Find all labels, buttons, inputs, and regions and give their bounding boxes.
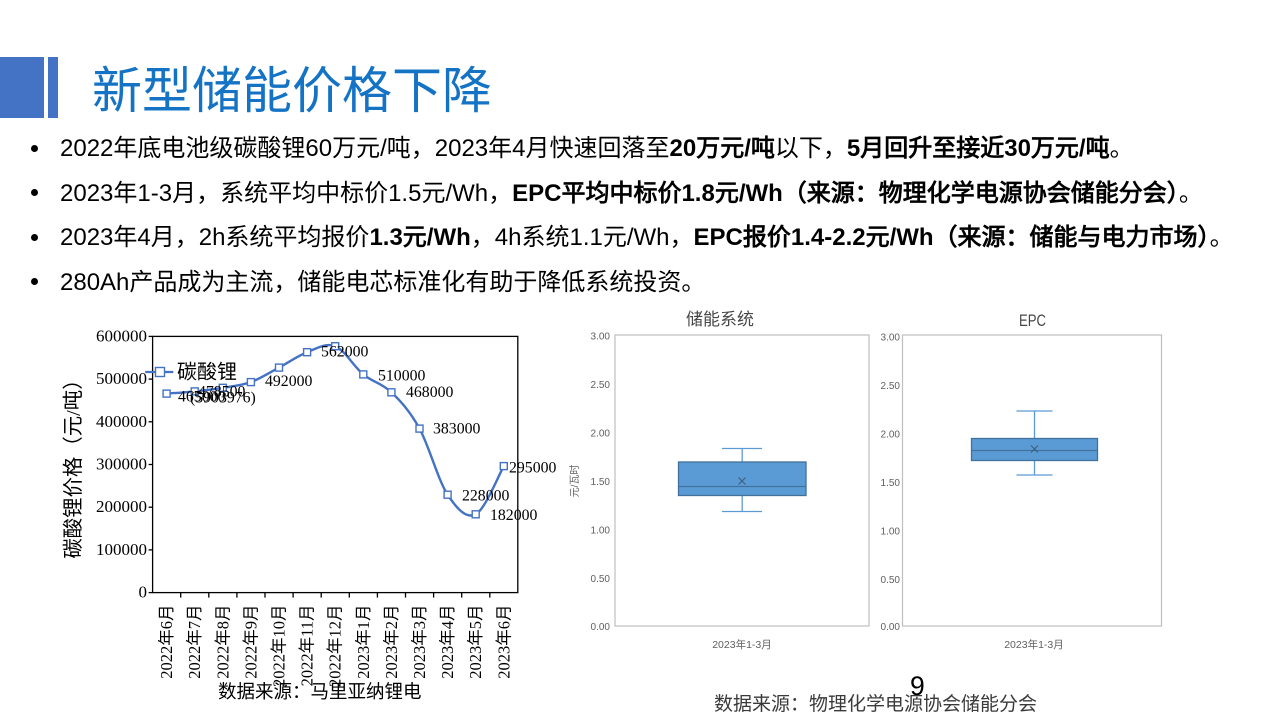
svg-text:碳酸锂价格（元/吨）: 碳酸锂价格（元/吨） [62,369,85,558]
svg-text:0.00: 0.00 [591,622,611,633]
svg-text:2023年1-3月: 2023年1-3月 [1004,638,1064,651]
svg-text:3.00: 3.00 [591,332,611,343]
svg-text:元/瓦时: 元/瓦时 [569,465,581,498]
svg-text:2.00: 2.00 [881,430,901,441]
svg-text:1.00: 1.00 [881,527,901,538]
svg-text:500000: 500000 [96,369,147,388]
svg-text:2023年1月: 2023年1月 [354,605,373,679]
svg-text:465000: 465000 [178,389,225,406]
svg-text:300000: 300000 [96,455,147,474]
svg-text:2022年10月: 2022年10月 [270,605,289,688]
svg-text:295000: 295000 [509,460,556,477]
svg-text:储能系统: 储能系统 [686,310,754,329]
svg-text:2023年4月: 2023年4月 [438,605,457,679]
svg-text:1.50: 1.50 [881,478,901,489]
svg-text:0: 0 [139,583,148,602]
svg-text:2022年11月: 2022年11月 [298,605,317,687]
svg-text:100000: 100000 [96,540,147,559]
svg-text:2022年12月: 2022年12月 [326,605,345,688]
svg-text:468000: 468000 [406,384,453,401]
svg-text:2022年6月: 2022年6月 [157,605,176,679]
svg-text:2.50: 2.50 [591,380,611,391]
svg-text:2.50: 2.50 [881,381,901,392]
svg-text:1.50: 1.50 [591,477,611,488]
svg-text:3.00: 3.00 [881,333,901,344]
svg-text:EPC: EPC [1019,311,1046,330]
svg-text:2022年8月: 2022年8月 [213,605,232,679]
svg-text:2023年3月: 2023年3月 [410,605,429,679]
svg-text:(5903976): (5903976) [190,390,256,407]
svg-text:碳酸锂: 碳酸锂 [177,361,237,384]
svg-text:2023年2月: 2023年2月 [382,605,401,679]
svg-text:562000: 562000 [321,344,368,361]
svg-text:478500: 478500 [198,384,245,401]
svg-text:0.00: 0.00 [881,622,901,633]
svg-text:0.50: 0.50 [591,574,611,585]
svg-text:182000: 182000 [490,507,537,524]
svg-text:200000: 200000 [96,497,147,516]
svg-text:228000: 228000 [462,488,509,505]
svg-text:2022年7月: 2022年7月 [185,605,204,679]
svg-text:2023年5月: 2023年5月 [466,605,485,679]
svg-text:383000: 383000 [433,421,480,438]
svg-text:492000: 492000 [265,373,312,390]
svg-text:600000: 600000 [96,326,147,345]
svg-text:0.50: 0.50 [881,575,901,586]
svg-text:2022年9月: 2022年9月 [241,605,260,679]
svg-text:2023年6月: 2023年6月 [494,605,513,679]
svg-text:400000: 400000 [96,412,147,431]
svg-text:1.00: 1.00 [591,526,611,537]
svg-text:2.00: 2.00 [591,429,611,440]
svg-text:510000: 510000 [378,368,425,385]
svg-text:2023年1-3月: 2023年1-3月 [712,638,772,651]
